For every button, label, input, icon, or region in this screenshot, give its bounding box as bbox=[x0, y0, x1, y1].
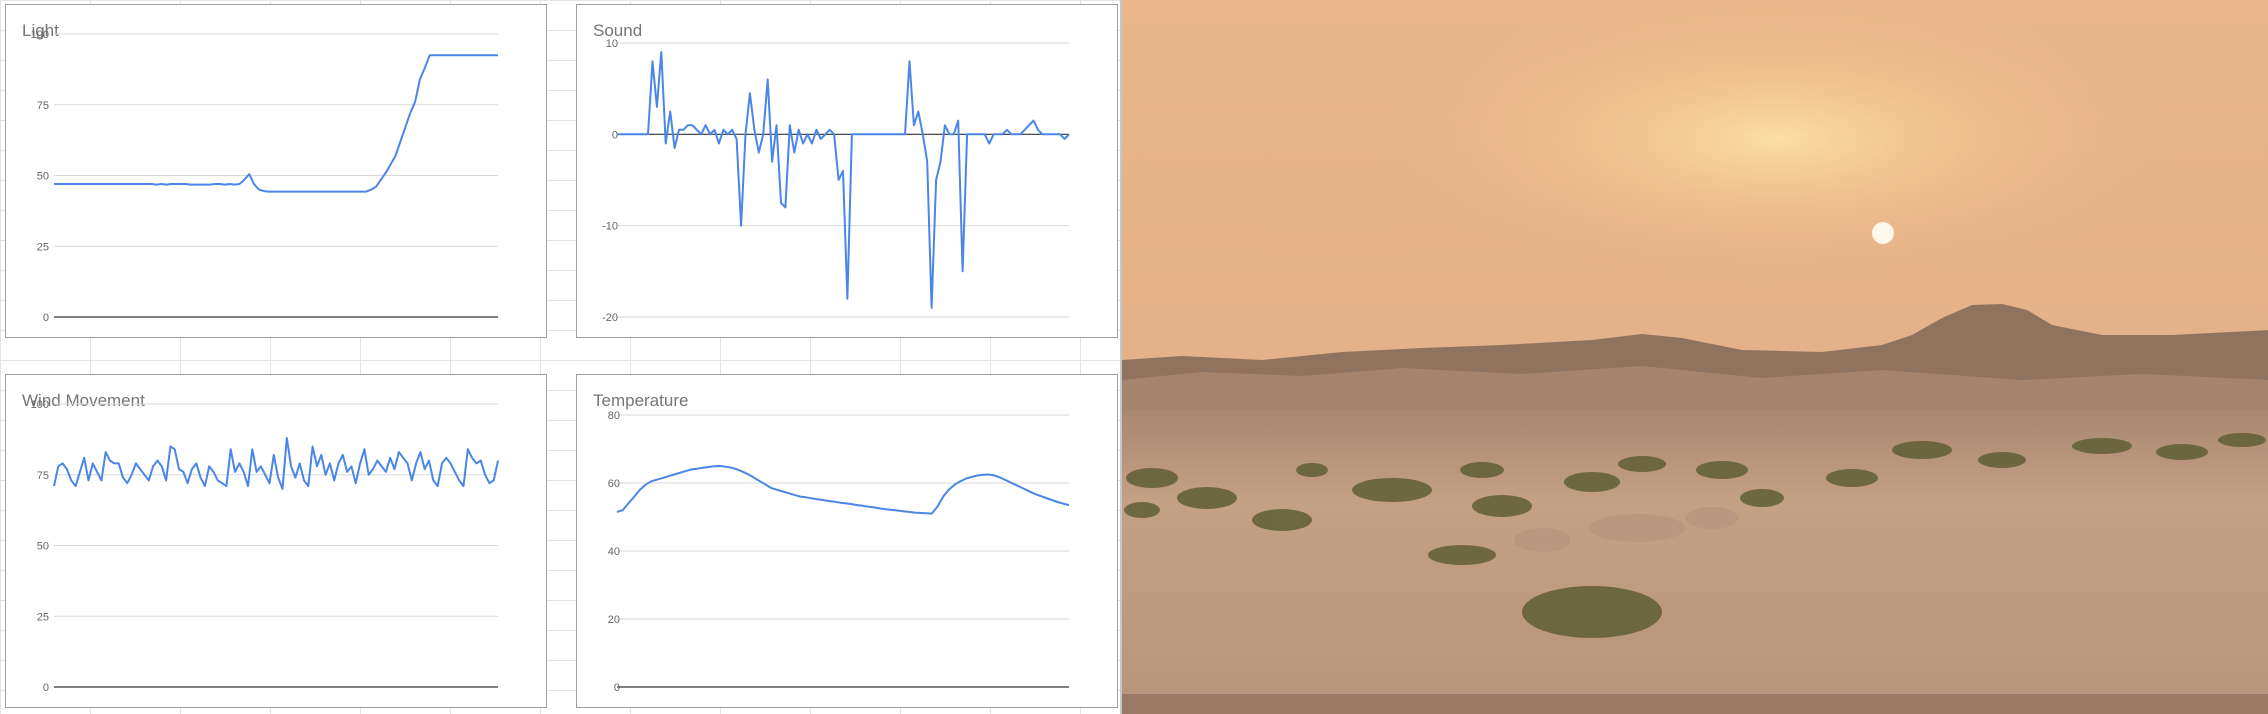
chart-light[interactable]: Light 0 25 50 75 100 bbox=[5, 4, 547, 338]
chart-wind-movement[interactable]: Wind Movement 0 25 50 75 100 bbox=[5, 374, 547, 708]
desert-landscape-image bbox=[1122, 0, 2268, 714]
y-tick-label: 25 bbox=[37, 611, 49, 623]
y-tick-label: -10 bbox=[602, 221, 618, 233]
y-tick-label: 0 bbox=[43, 312, 49, 324]
y-tick-label: 60 bbox=[608, 478, 620, 490]
series-line bbox=[617, 51, 1070, 309]
y-tick-label: 0 bbox=[612, 129, 618, 141]
chart-title: Sound bbox=[593, 21, 643, 40]
y-tick-label: 100 bbox=[31, 399, 49, 411]
y-tick-label: 40 bbox=[608, 546, 620, 558]
y-tick-label: 0 bbox=[614, 682, 620, 694]
y-tick-label: 20 bbox=[608, 614, 620, 626]
series-line bbox=[53, 437, 499, 490]
sun-icon bbox=[1872, 222, 1894, 244]
chart-plot-area: 0 20 40 60 80 bbox=[608, 410, 1070, 694]
rocks bbox=[1514, 507, 1738, 552]
series-line bbox=[54, 54, 498, 193]
chart-title: Temperature bbox=[593, 391, 689, 410]
y-tick-label: -20 bbox=[602, 312, 618, 324]
shrubs bbox=[1124, 433, 2266, 638]
y-tick-label: 25 bbox=[37, 241, 49, 253]
y-tick-label: 0 bbox=[43, 682, 49, 694]
chart-plot-area: 0 25 50 75 100 bbox=[31, 399, 499, 694]
chart-temperature[interactable]: Temperature 0 20 40 60 80 bbox=[576, 374, 1118, 708]
y-tick-label: 50 bbox=[37, 541, 49, 553]
desert-sunset-photo bbox=[1120, 0, 2268, 714]
y-tick-label: 80 bbox=[608, 410, 620, 422]
chart-sound[interactable]: Sound -20 -10 0 10 bbox=[576, 4, 1118, 338]
chart-plot-area: -20 -10 0 10 bbox=[602, 38, 1070, 324]
y-tick-label: 75 bbox=[37, 470, 49, 482]
chart-plot-area: 0 25 50 75 100 bbox=[31, 29, 498, 324]
y-tick-label: 50 bbox=[37, 171, 49, 183]
y-tick-label: 10 bbox=[606, 38, 618, 50]
y-tick-label: 100 bbox=[31, 29, 49, 41]
y-tick-label: 75 bbox=[37, 100, 49, 112]
series-line bbox=[616, 465, 1070, 515]
chart-title: Light bbox=[22, 21, 59, 40]
chart-title: Wind Movement bbox=[22, 391, 145, 410]
